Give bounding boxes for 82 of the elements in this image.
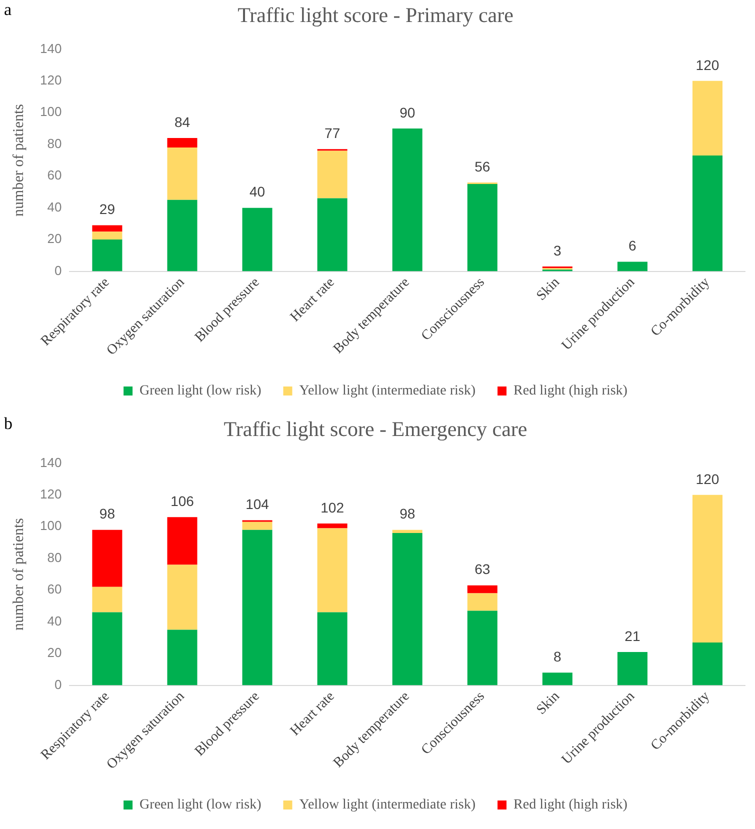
bar [692, 494, 722, 642]
y-axis-title: number of patients [10, 518, 27, 630]
total-label: 29 [99, 201, 116, 218]
total-label: 21 [624, 628, 640, 644]
y-tick-label: 60 [47, 168, 62, 183]
bar [317, 528, 348, 612]
bar [392, 532, 422, 686]
bar [317, 612, 348, 686]
y-tick-label: 100 [40, 104, 62, 120]
bar [167, 564, 198, 630]
bar [467, 184, 498, 272]
legend-label: Green light (low risk) [140, 798, 262, 813]
bar [92, 612, 122, 686]
y-tick-label: 40 [47, 199, 62, 214]
total-label: 106 [170, 492, 194, 509]
chart-title: Traffic light score - Primary care [238, 3, 514, 28]
total-label: 6 [628, 238, 637, 254]
legend-label: Yellow light (intermediate risk) [299, 384, 476, 399]
x-tick-label: Skin [534, 275, 563, 304]
bar [692, 642, 722, 686]
total-label: 120 [696, 470, 720, 487]
bar [167, 517, 198, 565]
bar [92, 586, 122, 612]
total-label: 3 [554, 242, 562, 258]
bar [167, 200, 198, 272]
y-tick-label: 20 [47, 231, 62, 246]
y-axis-title: number of patients [10, 104, 27, 216]
bar [692, 80, 722, 156]
bar [92, 225, 122, 232]
total-label: 40 [249, 184, 266, 200]
legend-label: Green light (low risk) [140, 384, 262, 399]
bar [167, 630, 198, 686]
y-tick-label: 20 [47, 645, 62, 660]
y-tick-label: 140 [40, 454, 62, 470]
text: a [4, 0, 12, 19]
total-label: 104 [246, 496, 270, 512]
bar [467, 593, 498, 611]
total-label: 98 [99, 506, 116, 522]
y-tick-label: 0 [54, 262, 62, 278]
total-label: 98 [400, 506, 416, 522]
total-label: 102 [320, 499, 344, 516]
total-label: 84 [174, 114, 190, 130]
y-tick-label: 120 [40, 486, 62, 502]
legend-label: Red light (high risk) [514, 384, 628, 399]
legend-label: Yellow light (intermediate risk) [299, 798, 476, 813]
chart-title: Traffic light score - Emergency care [224, 417, 528, 442]
text: b [4, 414, 12, 433]
y-tick-label: 60 [47, 582, 62, 597]
total-label: 8 [554, 648, 562, 664]
bar [242, 530, 272, 686]
y-tick-label: 120 [40, 72, 62, 88]
bar [467, 610, 498, 686]
bar [392, 530, 422, 533]
bar [542, 672, 572, 686]
legend-label: Red light (high risk) [514, 798, 628, 813]
bar [242, 522, 272, 530]
bar [317, 198, 348, 272]
bar [617, 262, 648, 272]
bar [692, 155, 722, 272]
y-tick-label: 40 [47, 613, 62, 628]
bar [167, 138, 198, 148]
x-tick-label: Skin [534, 689, 563, 718]
bar [467, 585, 498, 594]
bar [92, 232, 122, 240]
y-tick-label: 0 [54, 676, 62, 692]
total-label: 63 [474, 561, 490, 578]
total-label: 56 [474, 158, 490, 174]
bar [617, 652, 648, 686]
total-label: 77 [324, 124, 340, 141]
bar [167, 148, 198, 200]
bar [392, 128, 422, 272]
bar [92, 530, 122, 587]
total-label: 120 [696, 56, 720, 73]
bar [317, 523, 348, 528]
y-tick-label: 140 [40, 40, 62, 56]
bar [92, 240, 122, 272]
y-tick-label: 80 [47, 136, 62, 151]
y-tick-label: 100 [40, 518, 62, 534]
y-tick-label: 80 [47, 550, 62, 565]
bar [242, 208, 272, 272]
bar [317, 150, 348, 198]
total-label: 90 [400, 104, 416, 120]
